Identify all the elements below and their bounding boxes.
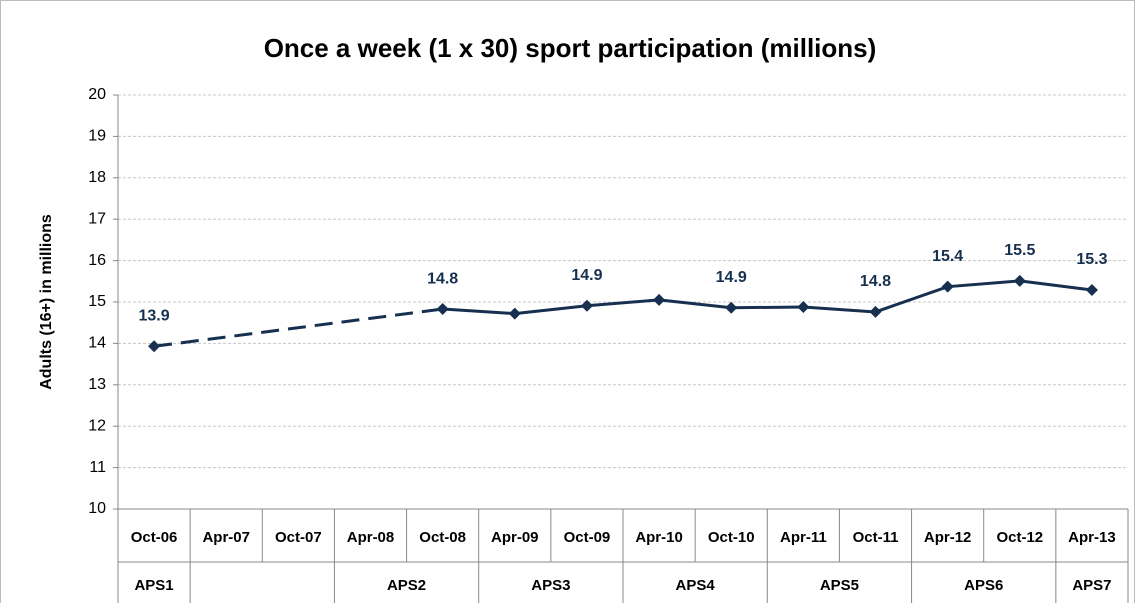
x-tick-label: Oct-07 xyxy=(275,529,322,546)
x-tick-label: Oct-08 xyxy=(419,529,466,546)
y-axis-title: Adults (16+) in millions xyxy=(38,214,55,390)
marker xyxy=(148,340,161,353)
series-line xyxy=(442,279,1093,316)
data-label: 14.9 xyxy=(571,267,602,284)
marker xyxy=(436,303,449,316)
marker xyxy=(580,299,593,312)
group-label: APS1 xyxy=(134,577,173,594)
data-label: 14.8 xyxy=(860,273,891,290)
chart-title: Once a week (1 x 30) sport participation… xyxy=(264,33,877,63)
data-label: 15.5 xyxy=(1004,242,1035,259)
x-tick-label: Apr-08 xyxy=(347,529,395,546)
x-tick-label: Apr-11 xyxy=(780,529,827,546)
group-label: APS7 xyxy=(1072,577,1111,594)
x-tick-label: Apr-09 xyxy=(491,529,539,546)
marker xyxy=(869,305,882,318)
x-tick-label: Oct-06 xyxy=(131,529,178,546)
marker xyxy=(797,300,810,313)
y-tick-label: 11 xyxy=(89,459,106,476)
marker xyxy=(725,301,738,314)
data-label: 13.9 xyxy=(139,308,170,325)
y-tick-label: 19 xyxy=(88,128,106,145)
y-tick-label: 10 xyxy=(88,500,106,517)
data-label: 15.4 xyxy=(932,248,963,265)
x-tick-label: Oct-12 xyxy=(996,529,1043,546)
marker xyxy=(1085,283,1098,296)
x-tick-label: Apr-07 xyxy=(202,529,250,546)
x-tick-label: Apr-12 xyxy=(924,529,972,546)
group-label: APS2 xyxy=(387,577,426,594)
data-label: 15.3 xyxy=(1076,251,1107,268)
y-tick-label: 15 xyxy=(88,293,106,310)
marker xyxy=(941,280,954,293)
gap-bridge xyxy=(153,307,443,348)
y-tick-label: 20 xyxy=(88,86,106,103)
group-label: APS6 xyxy=(964,577,1003,594)
y-tick-label: 17 xyxy=(88,210,106,227)
x-tick-label: Oct-09 xyxy=(564,529,611,546)
marker xyxy=(653,293,666,306)
y-tick-label: 13 xyxy=(88,376,106,393)
x-tick-label: Oct-10 xyxy=(708,529,755,546)
y-tick-label: 14 xyxy=(88,335,106,352)
y-tick-label: 16 xyxy=(88,252,106,269)
group-label: APS4 xyxy=(676,577,716,594)
group-label: APS5 xyxy=(820,577,859,594)
marker xyxy=(1013,274,1026,287)
y-tick-label: 12 xyxy=(88,417,106,434)
data-label: 14.9 xyxy=(716,269,747,286)
x-tick-label: Oct-11 xyxy=(853,529,899,546)
y-tick-label: 18 xyxy=(88,169,106,186)
marker xyxy=(508,307,521,320)
data-label: 14.8 xyxy=(427,270,458,287)
x-tick-label: Apr-10 xyxy=(635,529,683,546)
x-tick-label: Apr-13 xyxy=(1068,529,1116,546)
group-label: APS3 xyxy=(531,577,570,594)
